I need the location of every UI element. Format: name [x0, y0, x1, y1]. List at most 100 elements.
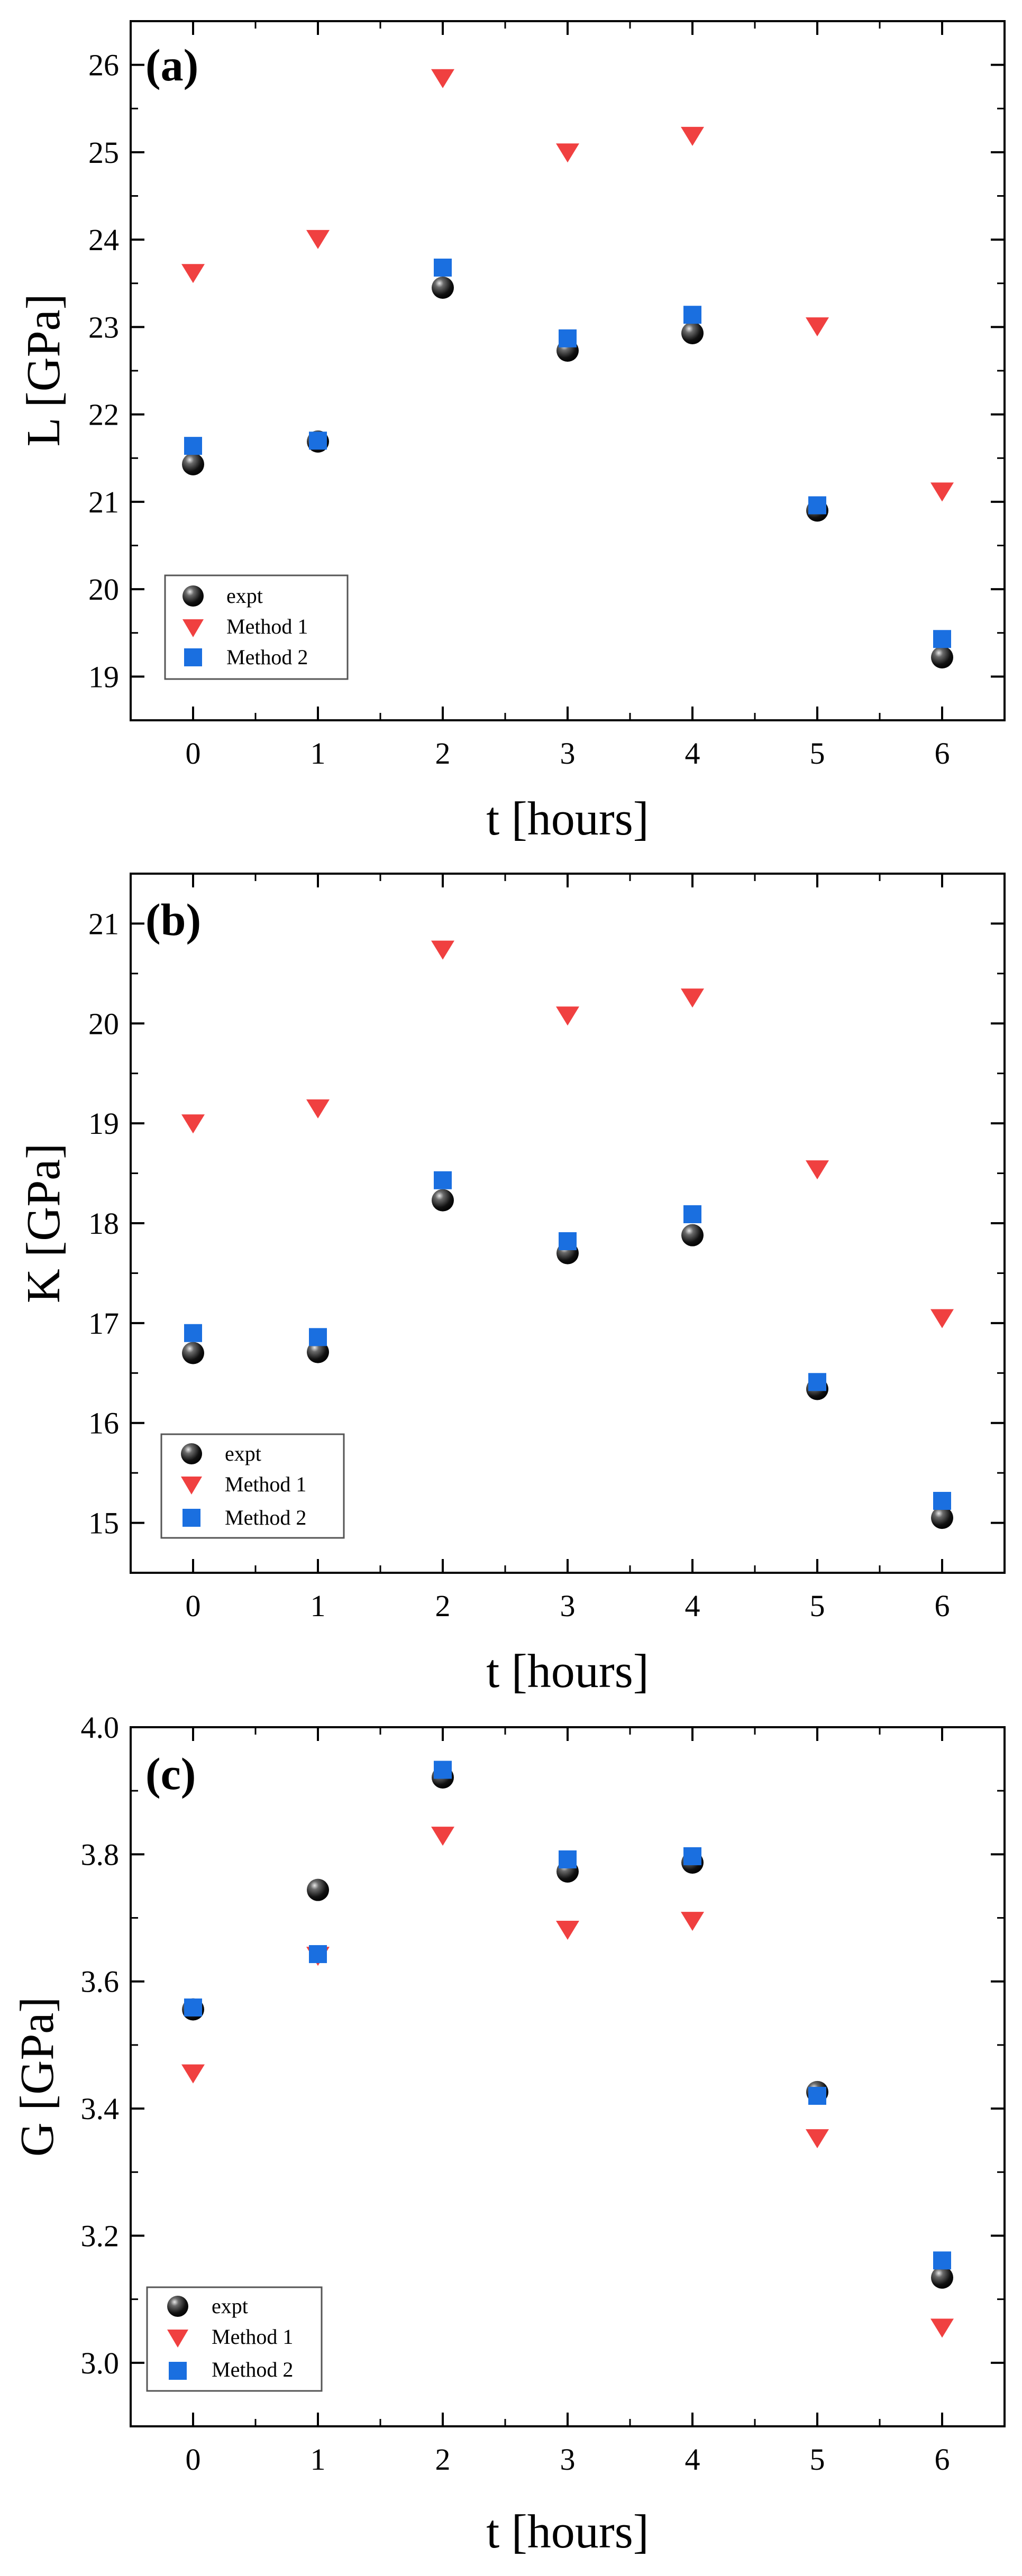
legend-marker-method-2: [169, 2362, 187, 2380]
data-point-method-1: [681, 988, 704, 1008]
y-tick-label: 20: [88, 1006, 119, 1041]
data-point-method-2: [933, 2251, 951, 2270]
legend-marker-method-2: [184, 648, 202, 666]
x-tick-label: 3: [560, 1589, 576, 1623]
y-axis-label-a: L [GPa]: [17, 294, 70, 446]
data-point-method-2: [808, 496, 826, 515]
panel-label-b: (b): [145, 894, 201, 945]
x-tick-label: 6: [935, 2442, 950, 2477]
y-tick-label: 23: [88, 310, 119, 344]
y-tick-label: 18: [88, 1206, 119, 1241]
y-tick-label: 24: [88, 223, 119, 257]
legend-marker-expt: [181, 1443, 202, 1464]
y-tick-label: 3.2: [81, 2219, 120, 2253]
y-tick-label: 25: [88, 135, 119, 170]
y-tick-label: 22: [88, 398, 119, 432]
data-point-method-1: [556, 1920, 579, 1940]
data-point-method-1: [306, 230, 330, 249]
data-point-method-2: [808, 2087, 826, 2105]
data-point-expt: [432, 277, 454, 299]
legend-label-method-1: Method 1: [226, 615, 308, 638]
legend-marker-method-1: [181, 1477, 202, 1495]
data-point-method-2: [559, 329, 577, 347]
data-point-method-1: [431, 1827, 454, 1846]
x-tick-label: 4: [685, 2442, 700, 2477]
data-point-method-1: [181, 264, 205, 283]
y-axis-label-c: G [GPa]: [11, 1997, 63, 2157]
data-point-method-1: [431, 940, 454, 960]
data-point-method-1: [556, 143, 579, 163]
data-point-method-2: [683, 1205, 701, 1224]
chart-panel-c: 0 1 2 3 4 5 6 3.0 3.2 3.4 3.6 3.8 4.0 (c) G [GPa] t …: [11, 1710, 1006, 2558]
chart-panel-b: 0 1 2 3 4 5 6 15 16 17 18 19 20 21 (b) K [GPa] t [hou…: [17, 873, 1006, 1698]
data-point-method-2: [309, 432, 327, 450]
x-tick-label: 2: [435, 736, 451, 771]
x-tick-label: 4: [685, 1589, 700, 1623]
legend-marker-method-2: [182, 1509, 200, 1527]
legend-label-expt: expt: [212, 2294, 248, 2318]
data-marks-b: 0 1 2 3 4 5 6 15 16 17 18 19 20 21: [88, 873, 1006, 1623]
data-point-method-2: [309, 1328, 327, 1346]
data-point-method-1: [431, 69, 454, 88]
data-point-expt: [931, 2266, 953, 2289]
x-tick-label: 0: [186, 1589, 201, 1623]
data-point-method-2: [933, 1492, 951, 1510]
data-point-method-1: [306, 1099, 330, 1119]
data-point-method-1: [556, 1006, 579, 1026]
legend-marker-expt: [182, 585, 204, 607]
legend-label-method-2: Method 2: [226, 645, 308, 669]
data-point-method-2: [808, 1373, 826, 1391]
legend-label-expt: expt: [226, 584, 263, 608]
data-point-method-2: [434, 1761, 452, 1779]
data-point-expt: [681, 1224, 704, 1246]
data-point-method-2: [434, 259, 452, 277]
y-axis-label-b: K [GPa]: [17, 1143, 70, 1303]
y-tick-label: 15: [88, 1506, 119, 1541]
y-tick-label: 21: [88, 485, 119, 519]
x-tick-label: 3: [560, 2442, 576, 2477]
data-point-method-1: [930, 482, 954, 502]
x-tick-label: 1: [311, 2442, 326, 2477]
data-point-method-1: [681, 1912, 704, 1931]
x-axis-label-c: t [hours]: [486, 2506, 649, 2558]
legend-label-method-2: Method 2: [212, 2358, 293, 2381]
data-point-expt: [307, 1341, 329, 1363]
y-tick-label: 16: [88, 1406, 119, 1441]
data-point-method-1: [681, 126, 704, 146]
legend-label-method-2: Method 2: [225, 1506, 306, 1529]
data-point-expt: [182, 1342, 204, 1364]
data-point-method-1: [181, 2064, 205, 2084]
data-point-method-2: [559, 1850, 577, 1868]
data-point-method-2: [559, 1232, 577, 1250]
x-tick-label: 3: [560, 736, 576, 771]
x-tick-label: 2: [435, 1589, 451, 1623]
x-tick-label: 0: [186, 2442, 201, 2477]
x-axis-label-b: t [hours]: [486, 1645, 649, 1698]
data-point-method-2: [184, 437, 202, 455]
x-tick-label: 2: [435, 2442, 451, 2477]
legend-marker-method-1: [167, 2330, 188, 2348]
y-tick-label: 26: [88, 48, 119, 82]
x-tick-label: 6: [935, 736, 950, 771]
legend-b: expt Method 1 Method 2: [160, 1433, 345, 1539]
x-axis-label-a: t [hours]: [486, 793, 649, 845]
y-tick-label: 3.8: [81, 1837, 120, 1872]
x-tick-label: 5: [810, 736, 825, 771]
data-point-method-2: [309, 1945, 327, 1964]
x-tick-label: 4: [685, 736, 700, 771]
y-tick-label: 3.0: [81, 2346, 120, 2380]
y-tick-label: 3.6: [81, 1965, 120, 1999]
panel-label-c: (c): [145, 1748, 196, 1799]
data-point-method-2: [184, 1324, 202, 1342]
y-tick-label: 3.4: [81, 2092, 120, 2126]
legend-marker-method-1: [182, 619, 204, 637]
y-tick-label: 4.0: [81, 1710, 120, 1745]
data-point-expt: [681, 322, 704, 344]
data-point-expt: [182, 453, 204, 475]
x-tick-label: 0: [186, 736, 201, 771]
data-point-method-1: [806, 2129, 829, 2149]
data-marks-c: 0 1 2 3 4 5 6 3.0 3.2 3.4 3.6 3.8 4.0: [81, 1710, 1006, 2477]
legend-label-method-1: Method 1: [212, 2325, 293, 2349]
legend-label-method-1: Method 1: [225, 1472, 306, 1496]
